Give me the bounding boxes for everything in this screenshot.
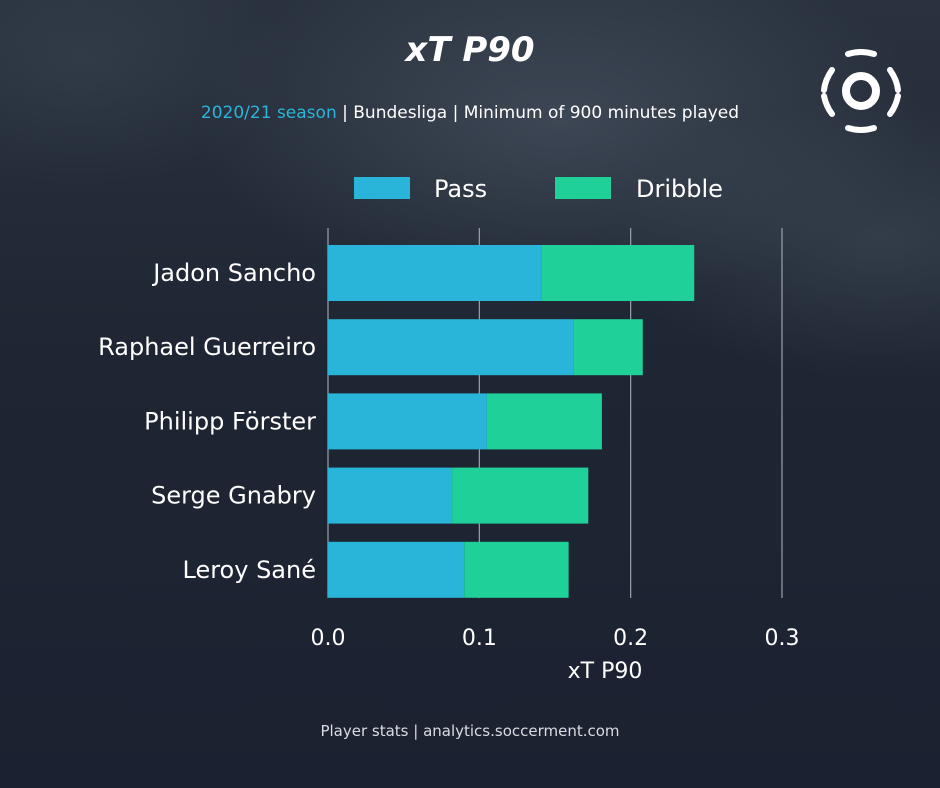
bar-dribble bbox=[464, 541, 569, 598]
x-tick-label: 0.2 bbox=[613, 626, 648, 651]
y-category-label: Philipp Förster bbox=[144, 407, 316, 435]
x-axis-label: xT P90 bbox=[568, 659, 643, 684]
x-tick-label: 0.0 bbox=[311, 626, 346, 651]
subtitle-season: 2020/21 season bbox=[200, 103, 337, 123]
legend-swatch-pass bbox=[354, 177, 410, 199]
legend-label-dribble: Dribble bbox=[636, 175, 723, 203]
bar-dribble bbox=[486, 393, 602, 450]
bar-pass bbox=[328, 245, 542, 301]
chart-subtitle: 2020/21 season | Bundesliga | Minimum of… bbox=[0, 103, 940, 123]
x-tick-label: 0.1 bbox=[462, 626, 497, 651]
bar-dribble bbox=[541, 245, 695, 301]
bar-dribble bbox=[573, 319, 643, 376]
legend-swatch-dribble bbox=[555, 177, 611, 199]
footer-source: Player stats | analytics.soccerment.com bbox=[320, 722, 620, 740]
y-category-label: Raphael Guerreiro bbox=[98, 333, 316, 361]
legend-label-pass: Pass bbox=[434, 175, 487, 203]
bar-dribble bbox=[452, 467, 589, 524]
y-category-label: Jadon Sancho bbox=[151, 259, 316, 287]
soccerment-logo-icon bbox=[821, 49, 901, 133]
subtitle-details: | Bundesliga | Minimum of 900 minutes pl… bbox=[336, 103, 740, 123]
bar-pass bbox=[328, 393, 487, 450]
bar-pass bbox=[328, 319, 574, 376]
x-tick-label: 0.3 bbox=[765, 626, 800, 651]
bar-pass bbox=[328, 467, 453, 524]
y-category-label: Serge Gnabry bbox=[151, 482, 316, 510]
y-category-label: Leroy Sané bbox=[183, 556, 317, 584]
bar-pass bbox=[328, 541, 465, 598]
chart-title: xT P90 bbox=[405, 30, 535, 70]
